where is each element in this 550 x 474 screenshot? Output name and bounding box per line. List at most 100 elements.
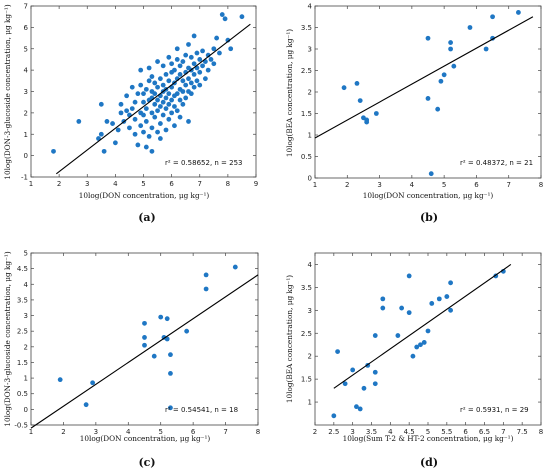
panel-a-data-point: [146, 65, 152, 71]
panel-a-data-point: [180, 59, 186, 64]
panel-a-data-point: [138, 67, 144, 73]
panel-d-data-point: [335, 349, 340, 355]
panel-a-data-point: [186, 119, 191, 124]
panel-c-xlabel: 10log(DON concentration, μg kg⁻¹): [80, 434, 211, 443]
panel-b-ytick-label: 3.5: [301, 24, 312, 32]
panel-a-data-point: [141, 91, 146, 97]
panel-c-data-point: [83, 402, 89, 408]
panel-a-data-point: [202, 76, 208, 82]
panel-d-xtick-label: 8: [539, 428, 543, 436]
panel-a-data-point: [135, 91, 141, 97]
panel-a-ytick-label: 5: [24, 45, 28, 53]
panel-d-data-point: [372, 369, 378, 375]
panel-a-data-point: [118, 101, 124, 107]
panel-a-data-point: [174, 91, 180, 97]
panel-a-data-point: [143, 119, 149, 124]
panel-a-data-point: [155, 84, 160, 90]
panel-a-ticks: 1 2 3 4 5 6 7 8 9 -1 0 1 2 3 4 5 6 7: [21, 3, 258, 189]
panel-b-data-point: [425, 96, 431, 101]
panel-a-xtick-label: 9: [254, 180, 258, 188]
panel-a-fit-line: [55, 23, 251, 175]
panel-b-data-point: [448, 40, 453, 45]
panel-d-ylabel: 10log(BEA concentration, μg kg⁻¹): [285, 275, 294, 403]
panel-a-ylabel: 10log(DON-3-glucoside concentration, μg …: [3, 4, 12, 180]
panel-a-data-point: [169, 97, 175, 103]
panel-a-xtick-label: 7: [198, 180, 202, 188]
panel-d-xtick-label: 6: [463, 428, 468, 436]
panel-a-data-point: [141, 112, 146, 118]
panel-d-frame: [314, 252, 542, 426]
panel-a-data-point: [191, 84, 197, 90]
panel-a-ytick-label: 3: [24, 88, 28, 96]
panel-c-xtick-label: 3: [94, 428, 98, 436]
panel-c-data-point: [164, 336, 170, 342]
panel-a-data-point: [110, 121, 115, 126]
panel-a-xtick-label: 6: [169, 180, 174, 188]
panel-c-ytick-label: 4: [24, 281, 29, 289]
panel-a-data-point: [186, 76, 191, 82]
panel-a-data-point: [163, 95, 169, 101]
panel-c-label: (c): [138, 456, 155, 469]
panel-c-data-point: [90, 380, 96, 386]
panel-a-data-point: [152, 91, 158, 97]
panel-c-ytick-label: 2.5: [17, 328, 28, 336]
panel-a-data-point: [225, 37, 231, 43]
panel-d-data-point: [380, 305, 386, 311]
panel-c-data-point: [203, 286, 209, 292]
panel-c-ytick-label: 1: [24, 375, 28, 383]
panel-a-data-point: [163, 127, 169, 133]
panel-a-data-point: [149, 125, 155, 131]
panel-a-ytick-label: 2: [24, 109, 28, 117]
panel-a-data-point: [155, 129, 160, 135]
panel-b-xtick-label: 2: [345, 181, 349, 189]
panel-a-data-point: [197, 82, 203, 88]
panel-a-label: (a): [138, 211, 156, 224]
panel-c-data-point: [164, 316, 170, 322]
panel-b-xtick-label: 4: [410, 181, 415, 189]
panel-a-data-point: [194, 50, 200, 56]
panel-d-ytick-label: 2: [308, 353, 312, 361]
panel-a-data-point: [138, 123, 144, 129]
panel-c-data-point: [184, 328, 190, 334]
panel-b-ytick-label: 3: [308, 46, 312, 54]
panel-a-data-point: [112, 140, 118, 146]
panel-c-ytick-label: 4.5: [17, 265, 28, 273]
panel-a-ytick-label: 0: [24, 152, 28, 160]
panel-a-data-point: [157, 136, 163, 141]
panel-a-data-point: [172, 123, 177, 129]
panel-a-data-point: [183, 52, 189, 58]
panel-d-data-point: [448, 280, 453, 286]
panel-a-data-point: [115, 127, 121, 133]
panel-c-ytick-label: 0.5: [17, 390, 28, 398]
panel-a-data-point: [143, 144, 149, 150]
panel-b-points: [341, 10, 521, 177]
panel-c-data-point: [168, 405, 173, 411]
panel-d-data-point: [395, 333, 401, 338]
panel-a-data-point: [188, 54, 194, 60]
panel-a-data-point: [166, 78, 172, 84]
panel-d-data-point: [354, 404, 359, 410]
panel-a-xtick-label: 5: [141, 180, 145, 188]
panel-d-data-point: [380, 296, 386, 302]
panel-a-data-point: [217, 50, 222, 56]
panel-a-data-point: [205, 67, 211, 73]
panel-a-xtick-label: 2: [57, 180, 61, 188]
panel-a-data-point: [132, 99, 138, 105]
panel-d-annotation: r² = 0.5931, n = 29: [460, 406, 529, 414]
panel-d-xtick-label: 5: [426, 428, 430, 436]
panel-c-data-point: [232, 264, 238, 270]
panel-d-data-point: [421, 340, 427, 345]
panel-b-data-point: [364, 117, 370, 123]
panel-d-data-point: [342, 381, 348, 387]
panel-a-data-point: [98, 131, 104, 137]
panel-a-data-point: [101, 148, 107, 154]
panel-a-data-point: [146, 133, 152, 139]
panel-d-data-point: [448, 307, 453, 313]
panel-d-data-point: [418, 342, 423, 348]
panel-c-ylabel: 10log(DON-3-glucoside concentration, μg …: [3, 251, 12, 427]
panel-b-ytick-label: 4: [308, 3, 313, 11]
panel-d-data-point: [361, 385, 367, 391]
panel-a-data-point: [186, 42, 191, 47]
panel-a-data-point: [124, 93, 130, 99]
